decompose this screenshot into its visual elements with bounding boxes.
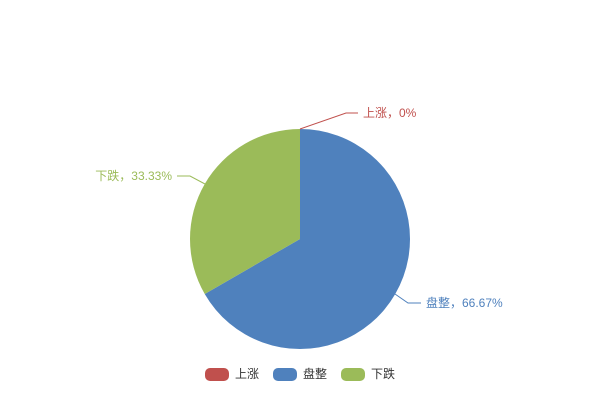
label-line-上涨 xyxy=(299,112,358,130)
legend-label-盘整: 盘整 xyxy=(302,367,327,381)
pie-slice-下跌[interactable] xyxy=(190,129,300,294)
label-line-下跌 xyxy=(177,175,206,185)
slice-label-下跌: 下跌，33.33% xyxy=(95,168,172,183)
legend-swatch-下跌 xyxy=(341,368,365,381)
legend-label-下跌: 下跌 xyxy=(371,367,396,381)
pie-slice-盘整[interactable] xyxy=(204,129,411,349)
label-line-盘整 xyxy=(394,293,421,304)
legend-item-盘整[interactable]: 盘整 xyxy=(272,367,327,382)
legend-label-上涨: 上涨 xyxy=(234,367,259,381)
legend-swatch-盘整 xyxy=(272,368,297,381)
slice-label-盘整: 盘整，66.67% xyxy=(426,295,503,310)
legend: 上涨 盘整 下跌 xyxy=(0,367,600,382)
legend-item-下跌[interactable]: 下跌 xyxy=(341,367,395,382)
legend-item-上涨[interactable]: 上涨 xyxy=(204,367,259,382)
slice-label-上涨: 上涨，0% xyxy=(363,105,417,120)
legend-swatch-上涨 xyxy=(204,368,229,381)
